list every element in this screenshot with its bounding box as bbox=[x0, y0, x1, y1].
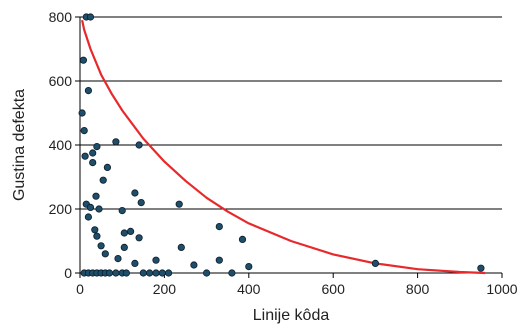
data-point bbox=[103, 163, 112, 171]
data-point bbox=[158, 269, 166, 277]
data-point bbox=[477, 264, 485, 272]
data-point bbox=[93, 232, 101, 240]
data-point bbox=[86, 13, 95, 21]
data-point bbox=[99, 176, 107, 184]
data-point bbox=[127, 227, 135, 235]
fit-curve bbox=[81, 19, 486, 275]
x-tick-label-800: 800 bbox=[406, 281, 430, 297]
fit-curve-line bbox=[81, 19, 486, 275]
data-point bbox=[131, 259, 139, 267]
data-point bbox=[105, 269, 114, 277]
data-point bbox=[190, 261, 198, 269]
data-point bbox=[131, 189, 139, 197]
data-point bbox=[92, 192, 100, 200]
data-point bbox=[135, 234, 143, 242]
y-axis-title: Gustina defekta bbox=[11, 89, 28, 201]
data-point bbox=[86, 203, 95, 211]
data-point bbox=[139, 269, 147, 277]
y-tick-label-800: 800 bbox=[49, 9, 73, 25]
data-point bbox=[78, 109, 86, 117]
data-point bbox=[120, 243, 128, 251]
data-point bbox=[215, 256, 223, 264]
data-point bbox=[152, 269, 160, 277]
data-point bbox=[95, 205, 103, 213]
data-point bbox=[112, 269, 120, 277]
data-point bbox=[228, 269, 236, 277]
data-point bbox=[238, 235, 247, 243]
data-point bbox=[97, 242, 105, 250]
data-point bbox=[89, 159, 97, 167]
grid-lines bbox=[80, 16, 502, 210]
data-point bbox=[79, 56, 88, 64]
x-tick-label-600: 600 bbox=[322, 281, 346, 297]
data-point bbox=[81, 152, 89, 160]
data-point bbox=[101, 250, 109, 258]
x-tick-label-0: 0 bbox=[76, 281, 84, 297]
data-point bbox=[84, 87, 93, 95]
data-point bbox=[203, 269, 211, 277]
data-point bbox=[245, 262, 253, 271]
data-points bbox=[78, 13, 485, 277]
y-tick-label-400: 400 bbox=[49, 137, 73, 153]
data-point bbox=[215, 223, 223, 231]
data-point bbox=[93, 143, 101, 151]
data-point bbox=[118, 207, 126, 215]
data-point bbox=[114, 255, 122, 263]
data-point bbox=[371, 259, 379, 267]
data-point bbox=[84, 213, 93, 221]
data-point bbox=[120, 229, 128, 237]
data-point bbox=[112, 138, 120, 146]
data-point bbox=[135, 141, 143, 149]
data-point bbox=[89, 149, 97, 157]
data-point bbox=[122, 269, 131, 277]
data-point bbox=[175, 200, 183, 208]
x-tick-label-400: 400 bbox=[237, 281, 261, 297]
y-tick-label-600: 600 bbox=[49, 73, 73, 89]
x-tick-label-200: 200 bbox=[153, 281, 177, 297]
y-tick-label-200: 200 bbox=[49, 201, 73, 217]
y-tick-label-0: 0 bbox=[64, 265, 72, 281]
data-point bbox=[80, 127, 88, 135]
data-point bbox=[165, 269, 173, 277]
tick-labels: 0 200 400 600 800 0 200 400 600 800 1000 bbox=[49, 9, 518, 297]
data-point bbox=[137, 199, 145, 207]
data-point bbox=[177, 243, 185, 251]
data-point bbox=[91, 226, 99, 234]
x-tick-label-1000: 1000 bbox=[486, 281, 517, 297]
data-point bbox=[152, 256, 160, 264]
data-point bbox=[146, 269, 154, 277]
x-axis-title: Linije kôda bbox=[253, 307, 330, 324]
